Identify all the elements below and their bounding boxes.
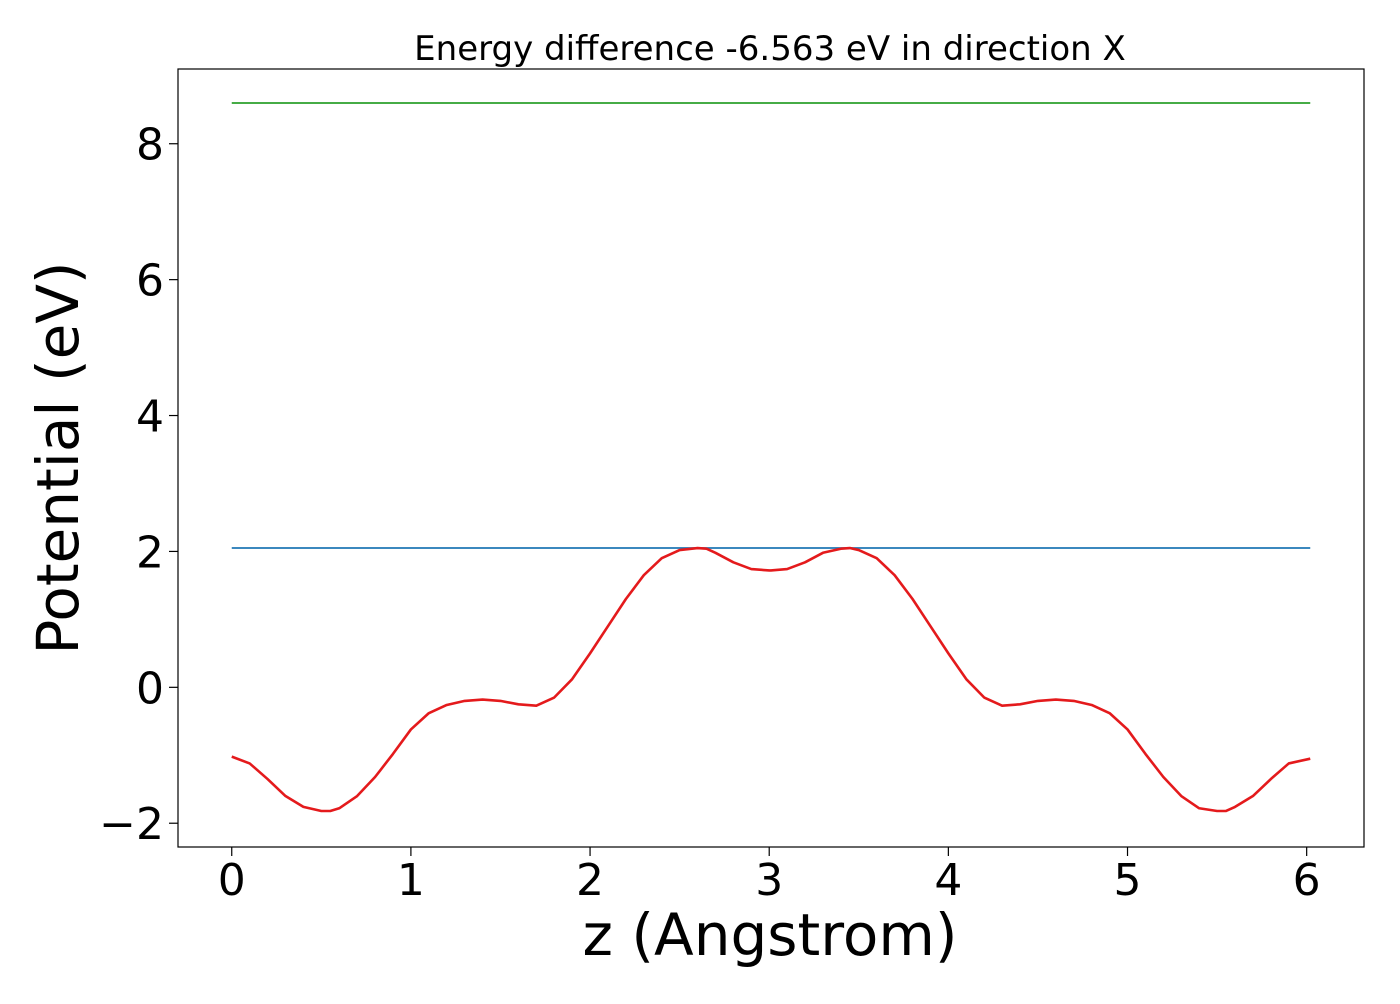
y-tick-label: 6 <box>136 256 164 307</box>
y-tick-label: 2 <box>136 527 164 578</box>
y-tick-label: 8 <box>136 120 164 171</box>
y-tick-label: −2 <box>99 799 164 850</box>
y-axis-ticks: −2 0 2 4 6 8 <box>99 120 178 850</box>
x-tick-label: 2 <box>576 855 604 906</box>
potential-curve <box>231 546 1311 813</box>
chart-title: Energy difference -6.563 eV in direction… <box>414 29 1126 69</box>
x-tick-label: 0 <box>218 855 246 906</box>
plot-lines <box>231 102 1311 813</box>
x-tick-label: 4 <box>934 855 962 906</box>
y-tick-label: 4 <box>136 392 164 443</box>
x-axis-ticks: 0 1 2 3 4 5 6 <box>218 847 1321 906</box>
x-tick-label: 1 <box>397 855 425 906</box>
plot-frame <box>177 68 1365 848</box>
y-tick-label: 0 <box>136 663 164 714</box>
x-tick-label: 5 <box>1114 855 1142 906</box>
y-axis-label: Potential (eV) <box>24 261 92 654</box>
x-tick-label: 6 <box>1293 855 1321 906</box>
x-axis-label: z (Angstrom) <box>583 901 958 969</box>
x-tick-label: 3 <box>755 855 783 906</box>
